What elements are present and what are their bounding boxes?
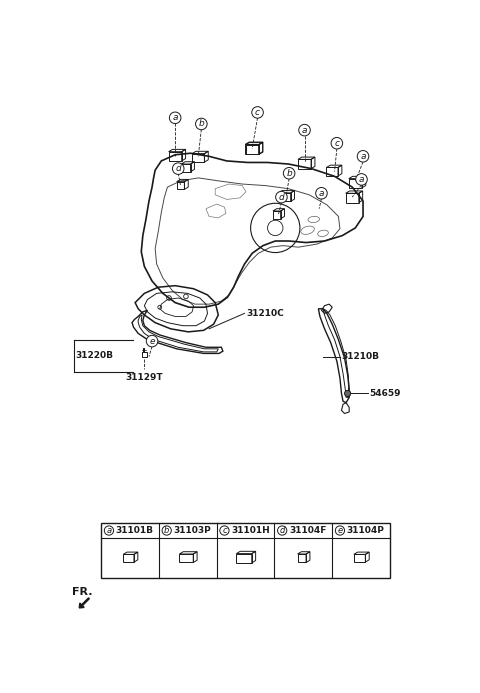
Text: a: a — [107, 526, 111, 535]
Text: e: e — [337, 526, 343, 535]
Text: 54659: 54659 — [369, 389, 401, 398]
Text: b: b — [286, 169, 292, 177]
Text: c: c — [335, 139, 339, 148]
Circle shape — [356, 174, 367, 185]
Text: FR.: FR. — [72, 587, 93, 597]
Text: a: a — [302, 125, 307, 134]
Circle shape — [220, 526, 229, 535]
Text: 31101B: 31101B — [116, 526, 154, 535]
Circle shape — [331, 137, 343, 149]
Text: 31104F: 31104F — [289, 526, 326, 535]
Text: d: d — [279, 526, 285, 535]
Circle shape — [252, 107, 264, 119]
Circle shape — [162, 526, 171, 535]
Text: c: c — [255, 108, 260, 117]
Text: b: b — [164, 526, 169, 535]
Text: 31210B: 31210B — [341, 352, 380, 361]
Text: a: a — [319, 188, 324, 198]
FancyArrow shape — [79, 598, 89, 608]
Circle shape — [172, 163, 184, 175]
Text: a: a — [172, 114, 178, 122]
Circle shape — [276, 191, 287, 203]
Text: a: a — [360, 152, 366, 161]
Circle shape — [345, 390, 351, 396]
Text: 31103P: 31103P — [174, 526, 211, 535]
Text: 31129T: 31129T — [126, 373, 163, 382]
Circle shape — [299, 124, 310, 136]
Circle shape — [104, 526, 114, 535]
Text: d: d — [278, 193, 284, 202]
Circle shape — [146, 335, 158, 347]
Text: d: d — [175, 164, 181, 173]
Circle shape — [357, 150, 369, 162]
Circle shape — [336, 526, 345, 535]
Circle shape — [316, 188, 327, 199]
Bar — [142, 352, 147, 356]
Text: c: c — [222, 526, 227, 535]
Text: 31104P: 31104P — [347, 526, 385, 535]
Text: b: b — [198, 119, 204, 128]
Text: a: a — [359, 175, 364, 184]
Circle shape — [283, 168, 295, 179]
Circle shape — [195, 119, 207, 130]
Text: 31210C: 31210C — [246, 309, 284, 318]
Text: 31220B: 31220B — [75, 351, 113, 360]
Circle shape — [169, 112, 181, 123]
Text: 31101H: 31101H — [231, 526, 270, 535]
Text: e: e — [149, 337, 155, 346]
Circle shape — [277, 526, 287, 535]
Bar — [101, 523, 390, 578]
